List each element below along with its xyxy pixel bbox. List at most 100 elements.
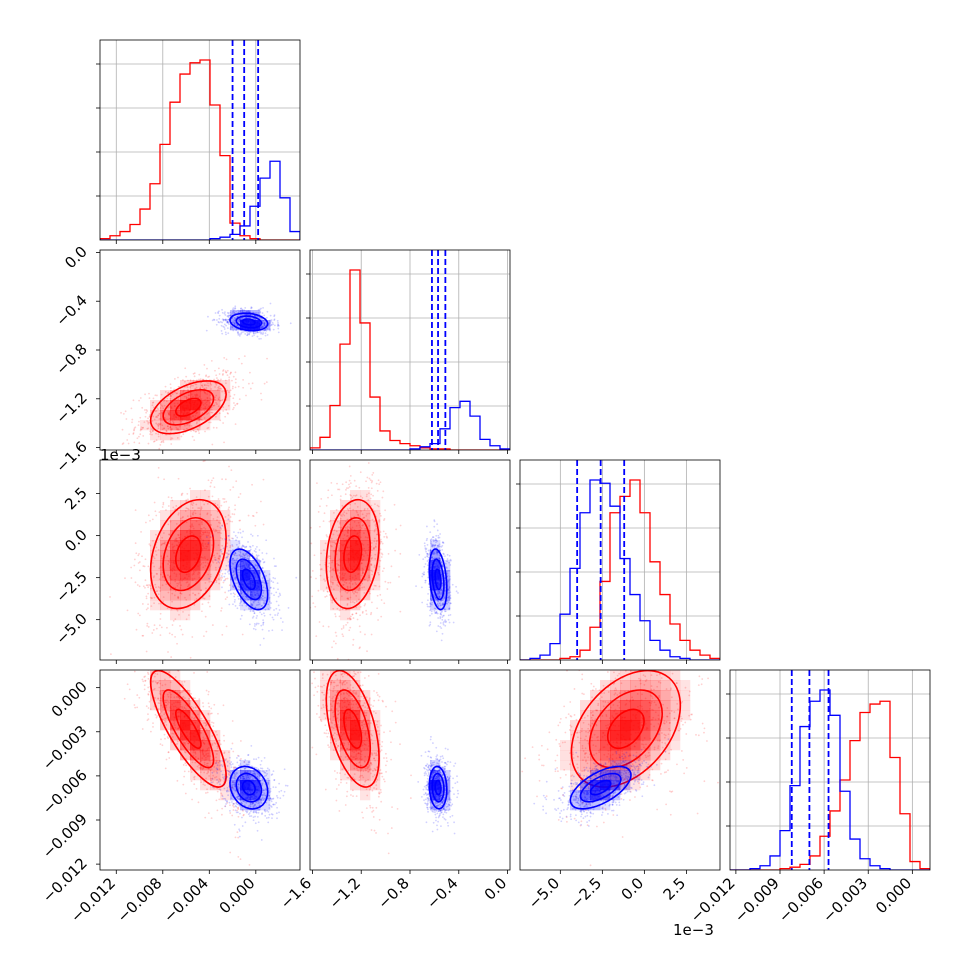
red-density-cell <box>150 430 161 441</box>
blue-sample-point <box>441 544 444 547</box>
red-sample-point <box>167 737 170 740</box>
red-density-cell <box>350 580 361 591</box>
red-density-cell <box>200 400 211 411</box>
red-sample-point <box>340 526 343 529</box>
red-sample-point <box>376 504 379 507</box>
red-sample-point <box>198 432 201 435</box>
red-sample-point <box>214 415 217 418</box>
red-sample-point <box>364 668 366 670</box>
red-sample-point <box>365 456 367 458</box>
blue-sample-point <box>233 568 236 570</box>
red-sample-point <box>184 762 187 765</box>
blue-sample-point <box>263 321 266 324</box>
red-sample-point <box>348 485 351 488</box>
red-sample-point <box>177 512 180 514</box>
red-sample-point <box>174 676 177 678</box>
red-sample-point <box>210 707 213 710</box>
blue-sample-point <box>281 621 284 623</box>
blue-sample-point <box>254 564 257 567</box>
blue-sample-point <box>220 575 223 577</box>
red-density-cell <box>350 560 361 571</box>
blue-sample-point <box>429 623 432 626</box>
blue-sample-point <box>232 310 235 313</box>
red-density-cell <box>190 600 201 611</box>
red-sample-point <box>171 437 174 440</box>
blue-sample-point <box>243 313 246 316</box>
blue-sample-point <box>446 574 449 577</box>
blue-sample-point <box>426 537 429 540</box>
red-sample-point <box>198 507 201 510</box>
blue-sample-point <box>445 620 447 623</box>
red-sample-point <box>374 557 377 560</box>
red-sample-point <box>234 371 237 374</box>
red-sample-point <box>213 703 216 706</box>
blue-sample-point <box>224 314 227 316</box>
blue-sample-point <box>239 317 242 320</box>
red-sample-point <box>193 599 196 602</box>
red-sample-point <box>332 607 335 610</box>
red-density-cell <box>210 560 221 571</box>
red-sample-point <box>190 430 192 432</box>
red-sample-point <box>361 582 363 585</box>
red-sample-point <box>232 486 235 489</box>
blue-sample-point <box>429 603 432 605</box>
red-sample-point <box>376 607 379 610</box>
red-sample-point <box>378 520 381 523</box>
red-density-cell <box>170 580 181 591</box>
red-sample-point <box>220 528 223 530</box>
red-sample-point <box>348 526 351 529</box>
blue-sample-point <box>439 616 442 618</box>
red-sample-point <box>247 382 250 385</box>
blue-sample-point <box>224 331 227 334</box>
red-sample-point <box>147 713 149 716</box>
red-sample-point <box>212 725 215 728</box>
blue-sample-point <box>231 543 234 546</box>
blue-sample-point <box>224 319 227 322</box>
blue-sample-point <box>446 596 449 599</box>
blue-sample-point <box>269 319 272 322</box>
blue-sample-point <box>219 549 222 551</box>
blue-sample-point <box>207 315 209 318</box>
red-sample-point <box>144 558 147 561</box>
red-sample-point <box>365 609 367 612</box>
blue-sample-point <box>248 549 251 552</box>
blue-sample-point <box>429 621 432 624</box>
red-sample-point <box>224 579 227 581</box>
red-sample-point <box>218 396 221 399</box>
red-density-cell <box>340 610 351 621</box>
red-sample-point <box>167 574 169 577</box>
red-sample-point <box>229 389 232 392</box>
red-density-cell <box>200 490 211 501</box>
red-sample-point <box>373 540 376 543</box>
red-sample-point <box>138 614 141 617</box>
blue-sample-point <box>268 578 271 581</box>
red-sample-point <box>164 720 167 723</box>
blue-sample-point <box>245 545 248 548</box>
blue-sample-point <box>255 557 258 559</box>
blue-sample-point <box>229 314 231 317</box>
red-sample-point <box>178 613 180 616</box>
blue-sample-point <box>252 610 255 612</box>
red-sample-point <box>360 527 363 530</box>
red-sample-point <box>152 401 155 404</box>
red-sample-point <box>171 393 174 395</box>
blue-sample-point <box>447 596 450 599</box>
red-sample-point <box>162 441 165 444</box>
red-sample-point <box>380 599 383 601</box>
blue-sample-point <box>238 553 241 556</box>
blue-sample-point <box>241 544 244 547</box>
red-sample-point <box>225 577 227 580</box>
red-density-cell <box>170 400 181 411</box>
blue-sample-point <box>426 525 428 528</box>
red-sample-point <box>367 499 370 501</box>
red-sample-point <box>370 580 372 582</box>
red-sample-point <box>226 596 229 599</box>
red-sample-point <box>181 633 184 636</box>
red-sample-point <box>379 538 382 541</box>
red-sample-point <box>212 426 215 429</box>
red-sample-point <box>166 626 168 629</box>
red-sample-point <box>190 692 193 695</box>
blue-sample-point <box>217 311 219 314</box>
red-sample-point <box>208 375 211 378</box>
blue-sample-point <box>252 559 255 562</box>
